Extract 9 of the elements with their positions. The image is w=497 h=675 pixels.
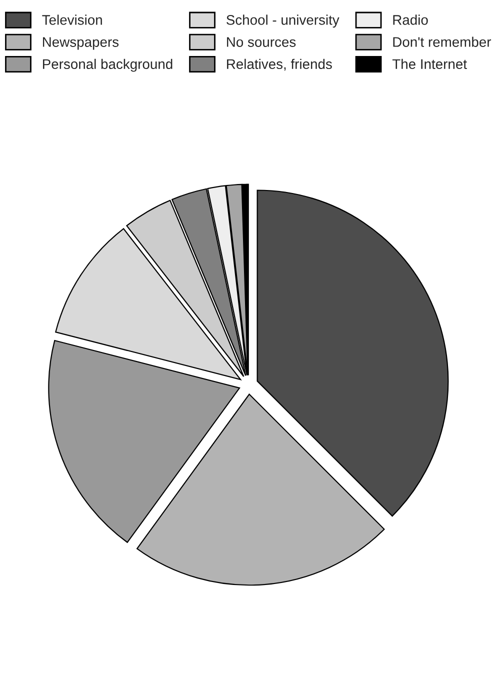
legend-label: School - university (226, 14, 340, 28)
legend-label: Personal background (42, 58, 172, 72)
legend-label: Relatives, friends (227, 58, 332, 71)
legend-label: Television (42, 14, 102, 25)
legend-label: Don't remember (393, 36, 492, 47)
legend-label: Radio (393, 14, 428, 25)
legend-label: No sources (227, 37, 296, 47)
legend-label: Newspapers (42, 37, 119, 50)
legend-label: The Internet (392, 58, 467, 70)
